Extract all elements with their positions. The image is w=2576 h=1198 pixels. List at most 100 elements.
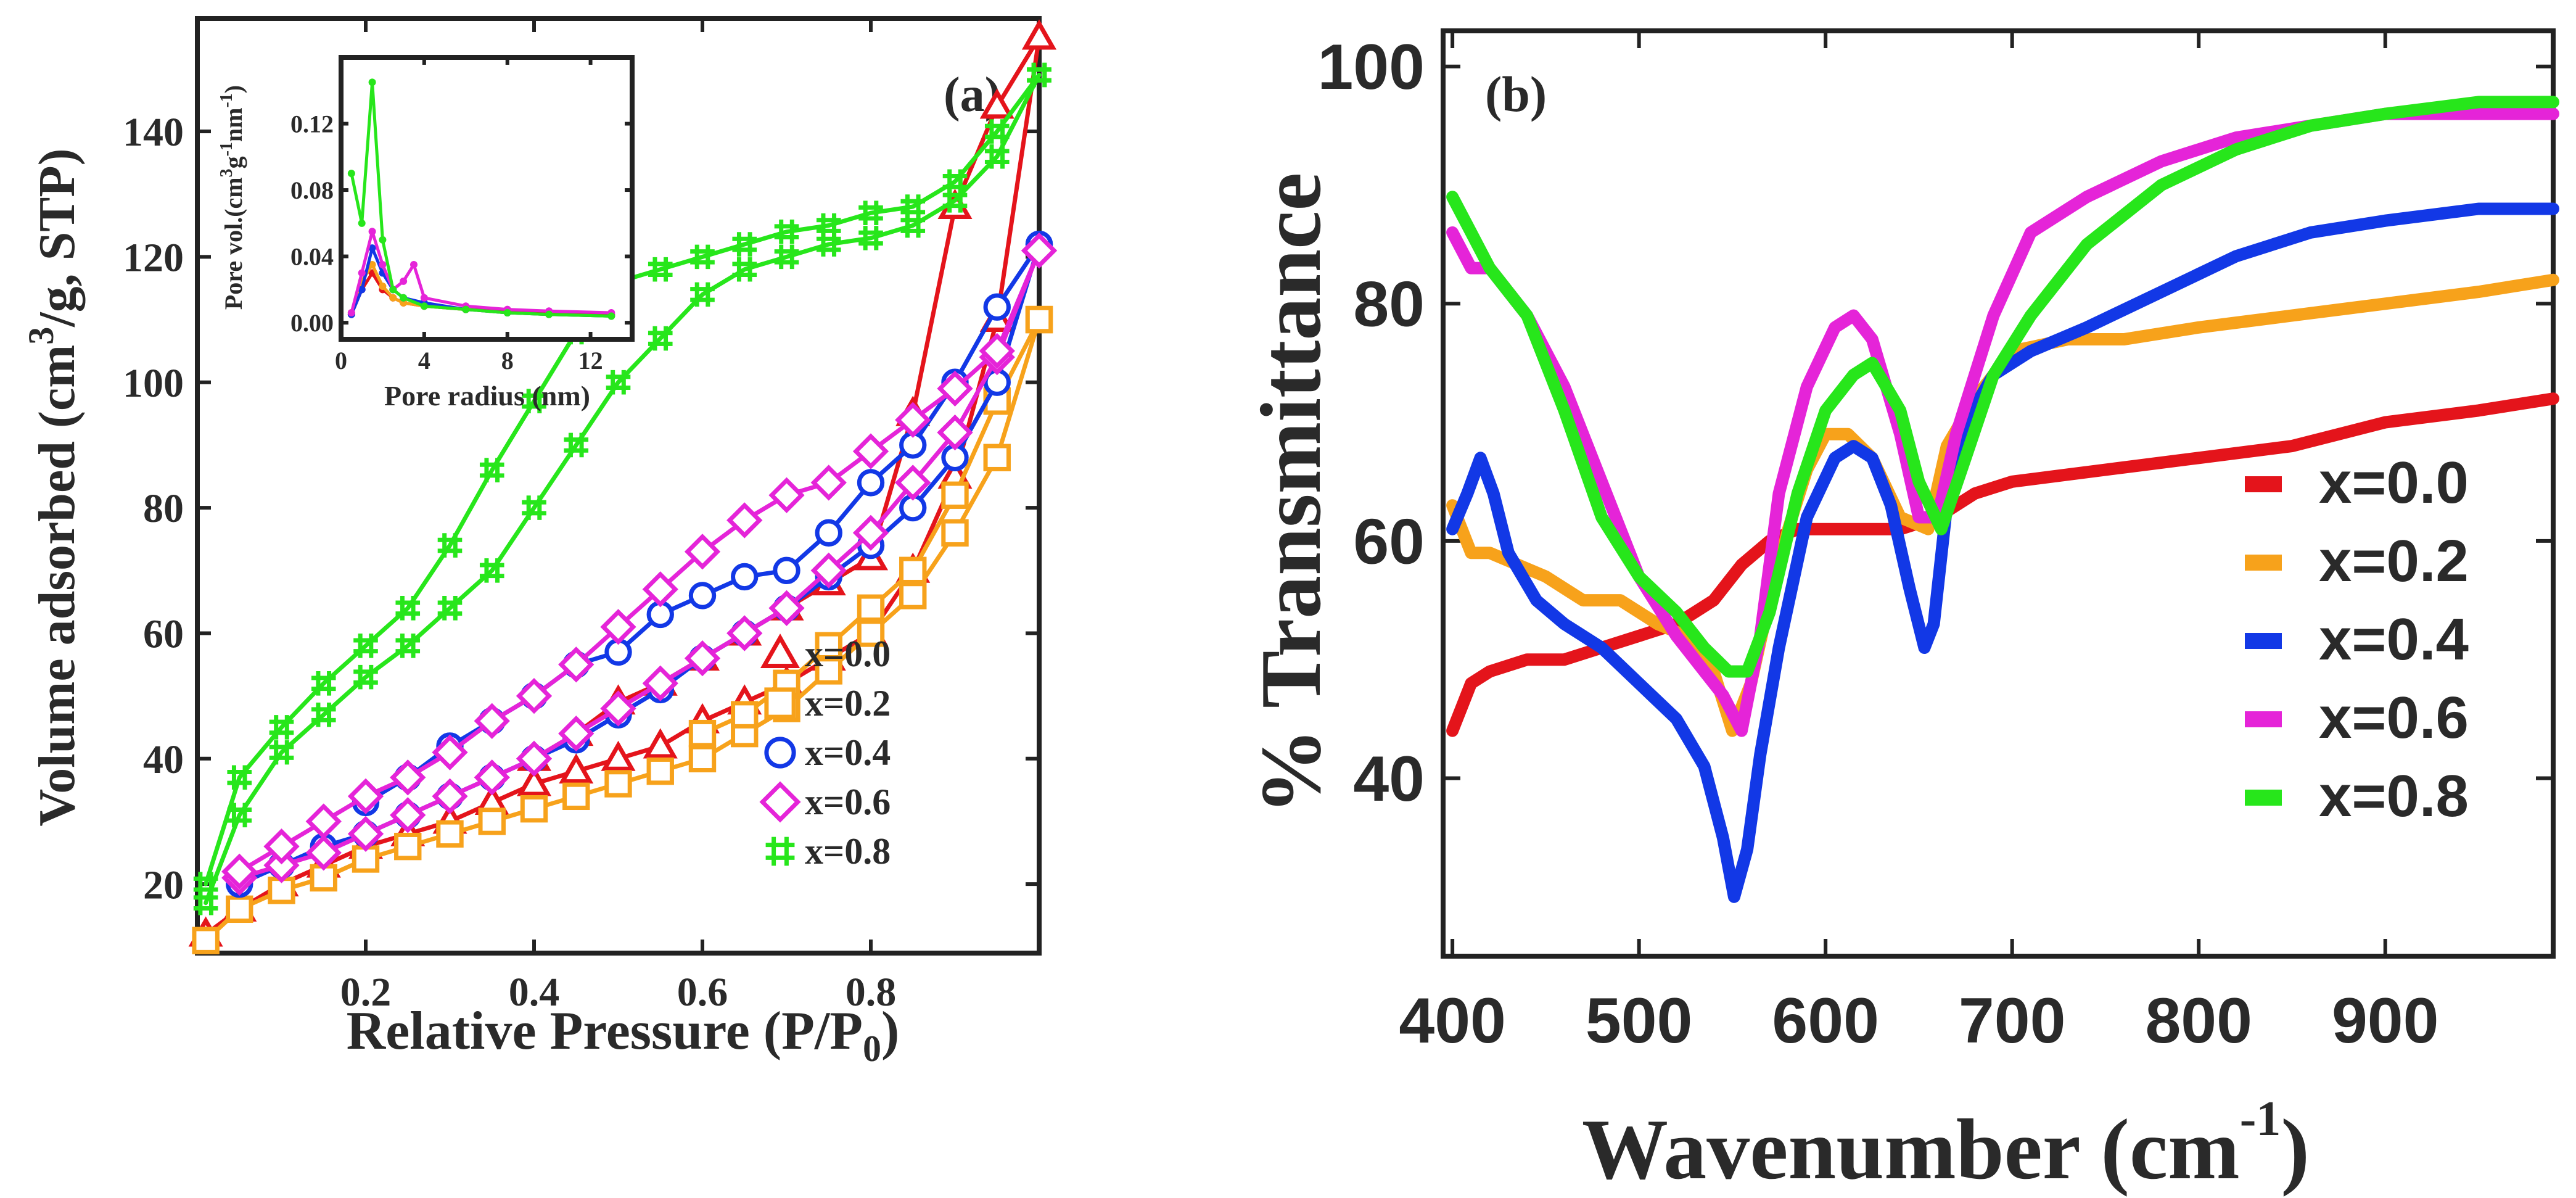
inset-series [347, 78, 615, 320]
inset-x-06-point [368, 228, 376, 236]
panel-a-x-08-adsorption-point [984, 144, 1010, 169]
panel-a-x-08-adsorption-point [732, 257, 757, 282]
panel-a-x-08-adsorption-point [353, 664, 378, 690]
panel-a-x-04-desorption-point [731, 563, 759, 591]
inset-x-06-point [358, 269, 366, 277]
inset-ylabel: Pore vol.(cm3g-1nm-1) [217, 85, 247, 310]
panel-a-x-02-adsorption-point [815, 657, 842, 685]
panel-a-legend-marker [765, 837, 795, 866]
panel-a-x-08-adsorption-point [522, 495, 546, 520]
panel-a-x-02-adsorption-point [478, 808, 506, 835]
panel-a-x-04-desorption-point [773, 556, 800, 584]
panel-b-legend: x=0.0 x=0.2 x=0.4 x=0.6 x=0.8 [2245, 450, 2469, 829]
panel-a-ytick-label: 120 [123, 235, 184, 280]
panel-a-x-06-desorption-point [600, 609, 636, 645]
panel-a-x-02-adsorption-point [520, 795, 548, 823]
panel-a-x-06-desorption-point [474, 703, 510, 739]
panel-b-x-08-line [1446, 96, 2559, 678]
panel-a-x-06-adsorption-point [768, 590, 805, 626]
panel-a-x-08-desorption-point [353, 633, 378, 658]
inset-x-04-point [358, 286, 366, 294]
panel-a-x-08-adsorption-point [816, 232, 841, 257]
panel-b-frame [1441, 28, 2556, 959]
panel-b-legend-label: x=0.4 [2319, 606, 2469, 672]
panel-b-legend-label: x=0.0 [2319, 450, 2469, 516]
panel-a-x-08-desorption-point [227, 765, 252, 790]
panel-b-ytick-label: 80 [1353, 269, 1425, 341]
panel-a-x-06-desorption-point [516, 677, 553, 714]
panel-a-legend-label: x=0.4 [805, 732, 891, 773]
panel-a-xlabel: Relative Pressure (P/P0) [347, 1001, 900, 1069]
panel-a-x-06-desorption-point [810, 465, 847, 501]
panel-a-x-06-adsorption-point [347, 816, 384, 852]
panel-a-x-06-adsorption-point [852, 514, 889, 551]
panel-a-x-08-desorption-point [269, 715, 294, 740]
panel-a-ytick-label: 80 [143, 486, 184, 531]
panel-a-x-08-adsorption-point [858, 226, 883, 250]
panel-a-x-02-adsorption-point [983, 444, 1011, 471]
inset-x-08-point [347, 170, 355, 178]
panel-b-ytick-label: 100 [1317, 31, 1425, 103]
panel-a-x-04-desorption-point [815, 519, 842, 547]
inset-x-02-point [389, 294, 397, 302]
panel-a-x-08-desorption-point [942, 169, 968, 194]
inset-xtick-label: 8 [501, 347, 514, 374]
panel-a-x-08-desorption-point [522, 389, 546, 414]
panel-a-legend-marker [764, 737, 796, 769]
panel-a-x-06-desorption-point [684, 534, 721, 570]
panel-a-legend: x=0.0 x=0.2 x=0.4 x=0.6 x=0.8 [759, 633, 891, 872]
panel-a-x-02-adsorption-point [899, 582, 927, 609]
panel-b-xtick-label: 400 [1399, 985, 1506, 1057]
panel-a-x-02-desorption-point [899, 556, 927, 584]
panel-a-x-06-adsorption-point [895, 465, 931, 501]
panel-a-x-06-desorption-point [937, 370, 973, 407]
panel-a-xtick-label: 0.6 [677, 970, 728, 1015]
panel-a-x-08-adsorption-point [942, 188, 968, 213]
panel-a-x-04-desorption-point [688, 582, 717, 609]
panel-a-x-06-adsorption-point [558, 715, 595, 752]
panel-a-x-08-desorption-point [193, 872, 218, 896]
inset-x-06-point [400, 277, 408, 285]
panel-a-ylabel: Volume adsorbed (cm3/g, STP) [21, 148, 86, 826]
panel-a-xtick-label: 0.2 [340, 970, 392, 1015]
panel-a-ytick-label: 20 [143, 862, 184, 907]
inset-x-08-point [379, 236, 387, 244]
inset: 0 4 8 12 0.00 0.04 0.08 0.12 Pore radius (nm) P… [217, 55, 635, 411]
panel-a-x-02-adsorption-point [646, 757, 674, 785]
panel-a-legend-label: x=0.0 [805, 634, 891, 674]
panel-b-label: (b) [1485, 66, 1547, 122]
inset-x-08-point [545, 310, 553, 318]
inset-x-08-point [358, 219, 366, 227]
panel-a-x-00-desorption-point [979, 88, 1014, 119]
panel-a-x-08-desorption-point [437, 533, 463, 558]
inset-ytick-label: 0.04 [290, 243, 334, 271]
panel-b-xtick-label: 500 [1586, 985, 1693, 1057]
panel-a-x-00-desorption-point [1021, 19, 1057, 50]
panel-a-x-08-desorption-point [690, 244, 715, 270]
panel-b-ylabel: % Transmittance [1243, 173, 1339, 815]
panel-a-x-06-adsorption-point [305, 835, 342, 871]
panel-a-x-08-desorption-point [774, 219, 799, 244]
panel-b-legend-label: x=0.6 [2319, 685, 2469, 751]
panel-b-ytick-label: 60 [1353, 506, 1425, 577]
panel-a-ytick-label: 40 [143, 737, 184, 782]
panel-a-legend-label: x=0.8 [805, 831, 891, 872]
inset-ytick-label: 0.12 [290, 110, 334, 138]
panel-a-x-06-desorption-point [768, 477, 805, 513]
panel-a-x-08-adsorption-point [269, 740, 294, 765]
panel-a-x-06-desorption-point [979, 333, 1015, 370]
panel-a-x-08-desorption-point [984, 119, 1010, 144]
panel-a-x-06-desorption-point [221, 853, 258, 890]
panel-a-x-08-adsorption-point [479, 558, 504, 583]
panel-a-x-06-adsorption-point [390, 797, 426, 833]
inset-x-06-point [347, 308, 355, 316]
panel-a-x-08-desorption-point [311, 671, 336, 696]
panel-a-x-08-adsorption-point [564, 432, 589, 458]
inset-ytick-label: 0.08 [290, 176, 334, 204]
panel-a-x-08-adsorption-point [227, 803, 252, 828]
inset-xtick-label: 0 [335, 347, 347, 374]
panel-a-x-06-adsorption-point [937, 414, 973, 451]
panel-a-x-04-desorption-point [983, 293, 1011, 321]
